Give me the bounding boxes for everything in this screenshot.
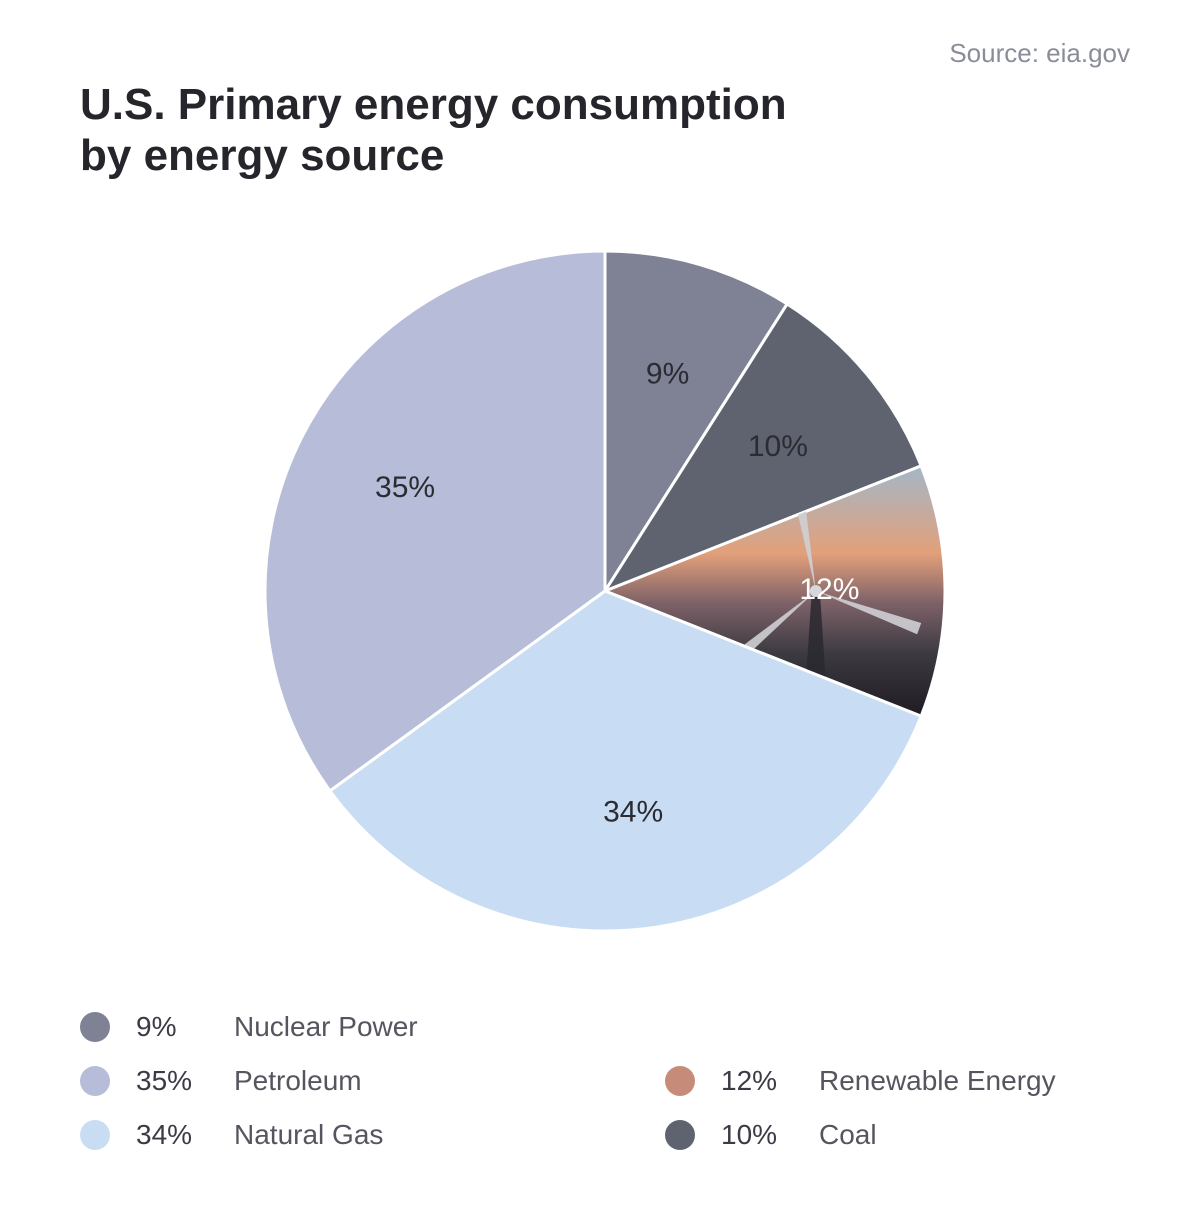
- pie-label-naturalgas: 34%: [603, 796, 663, 829]
- legend-label-naturalgas: Natural Gas: [234, 1119, 383, 1151]
- swatch-nuclear: [80, 1012, 110, 1042]
- page: Source: eia.gov U.S. Primary energy cons…: [0, 0, 1200, 1213]
- legend-label-petroleum: Petroleum: [234, 1065, 362, 1097]
- legend-label-renewable: Renewable Energy: [819, 1065, 1056, 1097]
- swatch-petroleum: [80, 1066, 110, 1096]
- legend-pct-coal: 10%: [721, 1119, 793, 1151]
- legend-item-coal: 10% Coal: [665, 1119, 1130, 1151]
- legend-item-petroleum: 35% Petroleum: [80, 1065, 545, 1097]
- legend-pct-renewable: 12%: [721, 1065, 793, 1097]
- legend-item-nuclear: 9% Nuclear Power: [80, 1011, 545, 1043]
- pie-chart: 9% 10% 12% 34% 35%: [225, 211, 985, 971]
- swatch-renewable: [665, 1066, 695, 1096]
- legend-item-renewable: 12% Renewable Energy: [665, 1065, 1130, 1097]
- swatch-coal: [665, 1120, 695, 1150]
- source-label: Source: eia.gov: [949, 38, 1130, 69]
- legend-pct-nuclear: 9%: [136, 1011, 208, 1043]
- legend-col-right: 12% Renewable Energy 10% Coal: [665, 1011, 1130, 1151]
- legend-pct-petroleum: 35%: [136, 1065, 208, 1097]
- pie-label-renewable: 12%: [799, 573, 859, 606]
- legend: 9% Nuclear Power 35% Petroleum 34% Natur…: [80, 1011, 1130, 1151]
- pie-label-nuclear: 9%: [646, 358, 689, 391]
- swatch-naturalgas: [80, 1120, 110, 1150]
- pie-chart-container: 9% 10% 12% 34% 35%: [80, 211, 1130, 971]
- pie-label-coal: 10%: [748, 430, 808, 463]
- pie-label-petroleum: 35%: [375, 471, 435, 504]
- legend-item-naturalgas: 34% Natural Gas: [80, 1119, 545, 1151]
- legend-col-left: 9% Nuclear Power 35% Petroleum 34% Natur…: [80, 1011, 545, 1151]
- legend-pct-naturalgas: 34%: [136, 1119, 208, 1151]
- chart-title: U.S. Primary energy consumption by energ…: [80, 80, 800, 181]
- legend-label-nuclear: Nuclear Power: [234, 1011, 418, 1043]
- legend-label-coal: Coal: [819, 1119, 877, 1151]
